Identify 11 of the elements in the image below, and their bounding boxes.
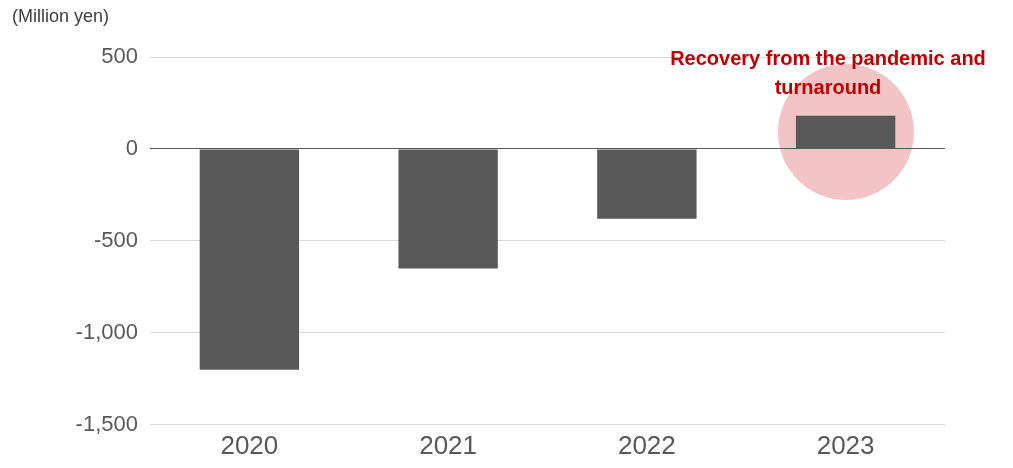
y-tick-label: -1,500 xyxy=(75,410,138,436)
x-tick-label: 2022 xyxy=(617,429,676,460)
x-tick-label: 2021 xyxy=(419,429,478,460)
y-tick-label: -1,000 xyxy=(75,318,138,344)
y-tick-label: -500 xyxy=(93,226,138,252)
annotation: Recovery from the pandemic and turnaround xyxy=(669,46,987,100)
y-tick-label: 500 xyxy=(101,43,138,69)
y-axis-title: (Million yen) xyxy=(12,6,110,27)
x-tick-label: 2023 xyxy=(816,429,875,460)
x-tick-label: 2020 xyxy=(220,429,279,460)
y-tick-label: 0 xyxy=(125,135,138,161)
